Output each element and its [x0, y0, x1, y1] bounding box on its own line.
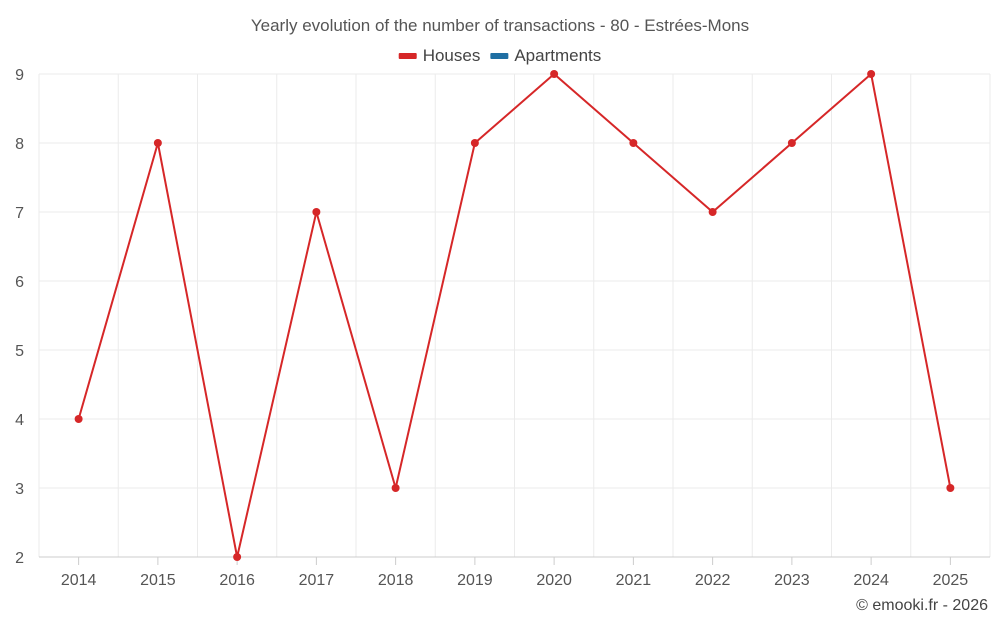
x-tick-label: 2021	[616, 572, 652, 589]
data-point	[233, 553, 242, 561]
data-point	[787, 139, 796, 147]
data-point	[153, 139, 162, 147]
x-tick-label: 2024	[853, 572, 889, 589]
data-point	[550, 70, 559, 78]
y-tick-label: 3	[15, 481, 24, 498]
x-tick-label: 2015	[140, 572, 176, 589]
series-line-houses	[77, 73, 952, 558]
x-tick-label: 2014	[61, 572, 97, 589]
x-axis: 2014 2015 2016 2017 2018 2019 2020 2021 2022 2023…	[39, 556, 990, 589]
y-tick-label: 8	[15, 136, 24, 153]
legend-label: Apartments	[514, 46, 601, 65]
legend: Houses Apartments	[398, 46, 601, 65]
x-tick-label: 2022	[695, 572, 731, 589]
chart-title: Yearly evolution of the number of transa…	[251, 16, 749, 35]
x-tick-label: 2020	[536, 572, 572, 589]
legend-item-apartments[interactable]: Apartments	[490, 46, 601, 65]
x-tick-label: 2016	[219, 572, 255, 589]
x-tick-label: 2018	[378, 572, 414, 589]
data-point	[391, 484, 400, 492]
grid	[38, 73, 991, 557]
y-tick-label: 6	[15, 274, 24, 291]
y-tick-label: 2	[15, 550, 24, 567]
credit-text: © emooki.fr - 2026	[856, 597, 988, 614]
legend-label: Houses	[423, 46, 481, 65]
x-tick-label: 2023	[774, 572, 810, 589]
series-layer	[74, 70, 955, 561]
x-tick-label: 2017	[299, 572, 335, 589]
legend-swatch	[490, 53, 509, 59]
y-tick-label: 4	[15, 412, 24, 429]
data-point	[946, 484, 955, 492]
data-point	[74, 415, 83, 423]
y-axis: 2 3 4 5 6 7 8 9	[15, 67, 24, 567]
y-tick-label: 9	[15, 67, 24, 84]
data-point	[470, 139, 479, 147]
x-tick-label: 2019	[457, 572, 493, 589]
legend-swatch	[398, 53, 417, 59]
data-point	[312, 208, 321, 216]
y-tick-label: 5	[15, 343, 24, 360]
data-point	[867, 70, 876, 78]
data-point	[629, 139, 638, 147]
legend-item-houses[interactable]: Houses	[398, 46, 481, 65]
y-tick-label: 7	[15, 205, 24, 222]
x-tick-label: 2025	[933, 572, 969, 589]
data-point	[708, 208, 717, 216]
